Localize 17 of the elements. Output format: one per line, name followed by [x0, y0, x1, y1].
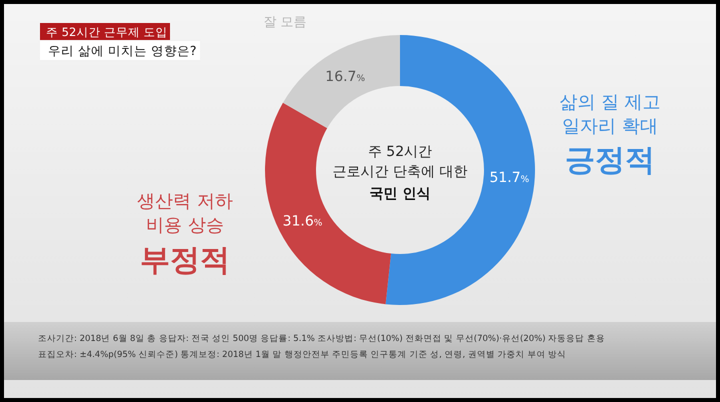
- annotation: 비용 상승: [146, 215, 224, 236]
- category-label: 부정적: [140, 243, 230, 278]
- category-label: 잘 모름: [263, 15, 307, 30]
- annotation: 주 52시간: [368, 144, 432, 160]
- annotation: 일자리 확대: [562, 116, 658, 137]
- annotation: 삶의 질 제고: [559, 92, 661, 113]
- annotation: 조사기간: 2018년 6월 8일 총 응답자: 전국 성인 500명 응답률: 5.1% 조사방법: 무선(10%) 전화면접 및 무선(70%)·유선(20%) 자동응답 혼용: [38, 334, 605, 344]
- value-label: 51.7%: [489, 170, 530, 186]
- title: 주 52시간 근무제 도입: [46, 25, 168, 39]
- annotation: 생산력 저하: [137, 191, 233, 212]
- value-label: 16.7%: [325, 69, 366, 86]
- subtitle: 우리 삶에 미치는 영향은?: [48, 43, 197, 58]
- value-label: 31.6%: [282, 214, 322, 230]
- annotation: 국민 인식: [370, 186, 430, 202]
- annotation: 근로시간 단축에 대한: [332, 164, 468, 180]
- annotation: 표집오차: ±4.4%p(95% 신뢰수준) 통계보정: 2018년 1월 말 행정안전부 주민등록 인구통계 기준 성, 연령, 권역별 가중치 부여 방식: [38, 350, 566, 360]
- category-label: 긍정적: [565, 143, 655, 178]
